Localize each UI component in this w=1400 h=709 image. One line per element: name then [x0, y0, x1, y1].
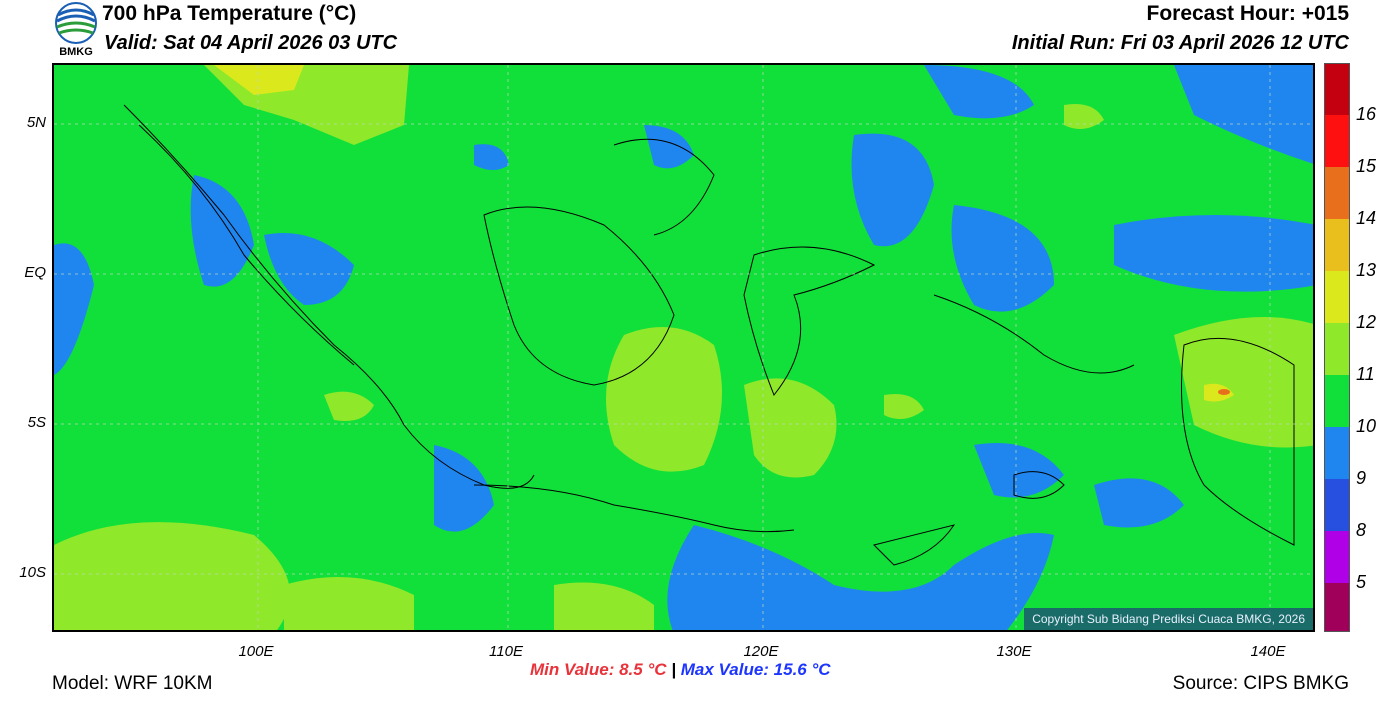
temperature-map: Copyright Sub Bidang Prediksi Cuaca BMKG… [52, 63, 1315, 632]
source-label: Source: CIPS BMKG [1172, 673, 1349, 694]
colorbar-label-11: 11 [1356, 364, 1375, 384]
colorbar-swatch-11 [1325, 323, 1349, 375]
copyright-notice: Copyright Sub Bidang Prediksi Cuaca BMKG… [1024, 608, 1313, 630]
lon-label-110e: 110E [489, 643, 523, 660]
coastlines [123, 104, 1295, 566]
colorbar-label-12: 12 [1356, 312, 1377, 332]
lon-label-140e: 140E [1250, 643, 1286, 660]
lon-label-100e: 100E [238, 643, 274, 660]
initial-run: Initial Run: Fri 03 April 2026 12 UTC [1011, 32, 1349, 54]
colorbar-label-10: 10 [1356, 416, 1377, 436]
colorbar-swatch-5 [1325, 531, 1349, 583]
colorbar-label-5: 5 [1356, 572, 1367, 592]
colorbar-swatch-12 [1325, 271, 1349, 323]
colorbar-label-14: 14 [1356, 208, 1377, 228]
lat-label-10s: 10S [19, 564, 46, 581]
lon-label-120e: 120E [743, 643, 779, 660]
forecast-hour: Forecast Hour: +015 [1146, 2, 1350, 25]
bmkg-logo [52, 1, 100, 61]
colorbar-label-16: 16 [1356, 104, 1377, 124]
colorbar-swatch-13 [1325, 219, 1349, 271]
colorbar-swatch-9 [1325, 427, 1349, 479]
colorbar-swatch-15 [1325, 115, 1349, 167]
colorbar-swatch-16plus [1325, 64, 1349, 115]
lat-label-5n: 5N [26, 114, 46, 131]
colorbar-label-9: 9 [1356, 468, 1367, 488]
map-title: 700 hPa Temperature (°C) [102, 2, 357, 25]
min-max-values: Min Value: 8.5 °C | Max Value: 15.6 °C [530, 660, 831, 680]
colorbar-label-13: 13 [1356, 260, 1377, 280]
lat-label-eq: EQ [24, 264, 46, 281]
colorbar-swatch-10 [1325, 375, 1349, 427]
min-value: Min Value: 8.5 °C [530, 660, 667, 679]
logo-text: BMKG [59, 46, 93, 58]
cool-regions [54, 65, 1313, 630]
model-label: Model: WRF 10KM [52, 673, 213, 694]
gridlines [54, 65, 1313, 630]
colorbar-swatch-14 [1325, 167, 1349, 219]
lon-label-130e: 130E [996, 643, 1032, 660]
min-max-separator: | [671, 660, 677, 679]
lat-label-5s: 5S [27, 414, 46, 431]
colorbar [1324, 63, 1350, 632]
colorbar-swatch-8 [1325, 479, 1349, 531]
colorbar-label-8: 8 [1356, 520, 1367, 540]
max-value: Max Value: 15.6 °C [680, 660, 831, 679]
max-hotspot [1218, 389, 1230, 395]
warm-regions [54, 65, 1313, 630]
valid-time: Valid: Sat 04 April 2026 03 UTC [104, 32, 398, 54]
colorbar-swatch-below5 [1325, 583, 1349, 631]
colorbar-label-15: 15 [1356, 156, 1377, 176]
